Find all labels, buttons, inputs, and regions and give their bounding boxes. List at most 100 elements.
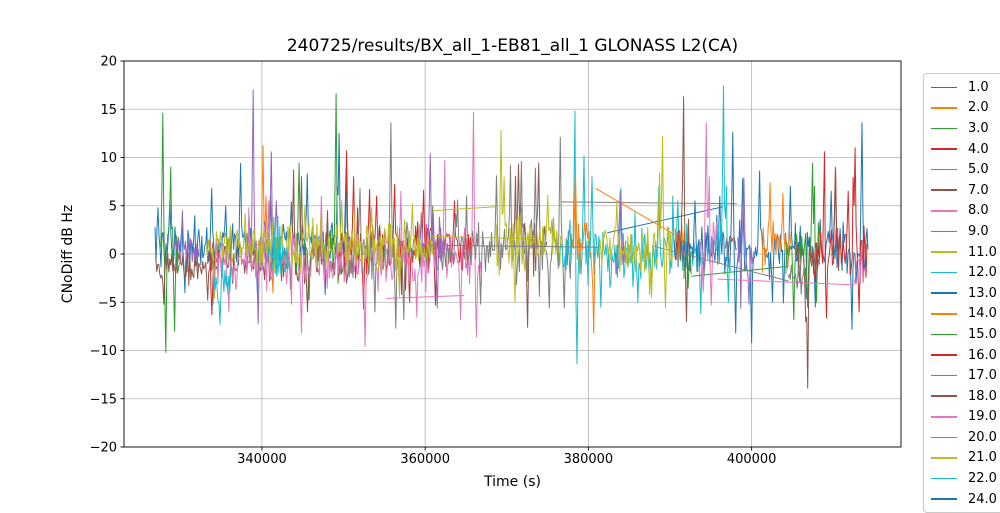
- series-line: [716, 85, 731, 303]
- chart-plot: 340000 360000 380000 400000 −20 −15 −10 −5 0 5 10 1…: [90, 55, 902, 467]
- series-line: [211, 257, 233, 325]
- series-gap-line: [595, 187, 676, 236]
- legend-item: 17.0: [931, 365, 1000, 386]
- legend-swatch-line: [931, 374, 957, 377]
- legend-item: 4.0: [931, 139, 1000, 160]
- series-gap-line: [431, 236, 533, 240]
- legend-item: 1.0: [931, 77, 1000, 98]
- legend-swatch-line: [931, 416, 957, 418]
- series-line: [205, 199, 434, 299]
- legend-label: 21.0: [968, 450, 997, 466]
- figure: { "figure": {"width": 1000, "height": 50…: [60, 36, 1000, 513]
- legend-swatch-line: [931, 107, 957, 109]
- series-line: [761, 182, 792, 273]
- legend-label: 19.0: [968, 409, 997, 425]
- y-tick-label: 15: [100, 103, 117, 118]
- legend-swatch-line: [931, 230, 957, 233]
- legend-label: 24.0: [968, 491, 997, 507]
- legend-item: 16.0: [931, 345, 1000, 366]
- y-tick-label: 10: [100, 151, 117, 166]
- legend-swatch-line: [931, 189, 957, 192]
- series-line: [699, 122, 718, 306]
- series-gap-line: [607, 206, 724, 234]
- legend-item: 3.0: [931, 118, 1000, 139]
- legend-swatch-line: [931, 477, 957, 480]
- legend-item: 18.0: [931, 386, 1000, 407]
- series-line: [813, 147, 869, 319]
- legend-label: 9.0: [968, 223, 989, 239]
- y-axis-label: CNoDiff dB Hz: [60, 204, 76, 304]
- legend-item: 7.0: [931, 180, 1000, 201]
- series-line: [569, 172, 597, 334]
- legend-swatch-line: [931, 210, 957, 212]
- legend-label: 14.0: [968, 306, 997, 322]
- legend-swatch-line: [931, 457, 957, 459]
- series-line: [831, 168, 842, 272]
- legend-item: 24.0: [931, 489, 1000, 510]
- series-line: [558, 110, 717, 365]
- legend-item: 19.0: [931, 407, 1000, 428]
- legend-swatch-line: [931, 251, 957, 253]
- chart-title: 240725/results/BX_all_1-EB81_all_1 GLONA…: [286, 36, 739, 56]
- legend-label: 16.0: [968, 347, 997, 363]
- legend-label: 4.0: [968, 141, 989, 157]
- legend-item: 8.0: [931, 201, 1000, 222]
- y-tick-label: 0: [109, 248, 117, 263]
- legend-item: 5.0: [931, 159, 1000, 180]
- legend-swatch-line: [931, 292, 957, 295]
- legend-item: 13.0: [931, 283, 1000, 304]
- x-tick-label: 360000: [400, 452, 450, 467]
- series-gap-line: [385, 295, 465, 299]
- series-lines: [154, 85, 869, 389]
- legend-label: 5.0: [968, 162, 989, 178]
- legend-item: 22.0: [931, 468, 1000, 489]
- y-tick-label: 5: [109, 199, 117, 214]
- series-gap-line: [717, 278, 855, 286]
- legend: 1.0 2.0 3.0 4.0 5.0 7.0 8.0 9.0 11.0 12.0 13.0 14.0…: [923, 73, 1000, 513]
- series-line: [785, 162, 820, 321]
- legend-item: 21.0: [931, 448, 1000, 469]
- series-line: [419, 153, 447, 309]
- legend-item: 15.0: [931, 324, 1000, 345]
- legend-label: 12.0: [968, 265, 997, 281]
- x-tick-label: 380000: [564, 452, 614, 467]
- legend-swatch-line: [931, 168, 957, 171]
- y-tick-label: −5: [98, 296, 117, 311]
- legend-label: 20.0: [968, 429, 997, 445]
- series-line: [673, 122, 869, 344]
- legend-item: 2.0: [931, 98, 1000, 119]
- legend-item: 20.0: [931, 427, 1000, 448]
- legend-label: 15.0: [968, 326, 997, 342]
- series-line: [854, 250, 866, 285]
- series-line: [174, 210, 200, 271]
- legend-swatch-line: [931, 395, 957, 397]
- legend-label: 13.0: [968, 285, 997, 301]
- legend-swatch-line: [931, 313, 957, 315]
- series-line: [614, 190, 627, 278]
- legend-label: 2.0: [968, 100, 989, 116]
- y-tick-label: −10: [90, 344, 117, 359]
- legend-swatch-line: [931, 354, 957, 356]
- legend-item: 11.0: [931, 242, 1000, 263]
- legend-label: 7.0: [968, 182, 989, 198]
- legend-label: 8.0: [968, 203, 989, 219]
- series-line: [737, 177, 755, 309]
- series-gap-line: [560, 201, 737, 205]
- series-gap-line: [430, 244, 601, 248]
- y-tick-label: −20: [90, 441, 117, 456]
- legend-swatch-line: [931, 86, 957, 89]
- series-line: [787, 264, 808, 295]
- legend-item: 14.0: [931, 304, 1000, 325]
- series-line: [598, 135, 673, 309]
- legend-label: 22.0: [968, 471, 997, 487]
- x-tick-label: 400000: [727, 452, 777, 467]
- legend-label: 11.0: [968, 244, 997, 260]
- series-gap-line: [653, 245, 789, 282]
- legend-item: 12.0: [931, 262, 1000, 283]
- legend-swatch-line: [931, 127, 957, 130]
- series-line: [267, 215, 290, 274]
- legend-label: 3.0: [968, 120, 989, 136]
- x-axis-label: Time (s): [484, 474, 541, 490]
- legend-label: 17.0: [968, 368, 997, 384]
- y-tick-label: −15: [90, 392, 117, 407]
